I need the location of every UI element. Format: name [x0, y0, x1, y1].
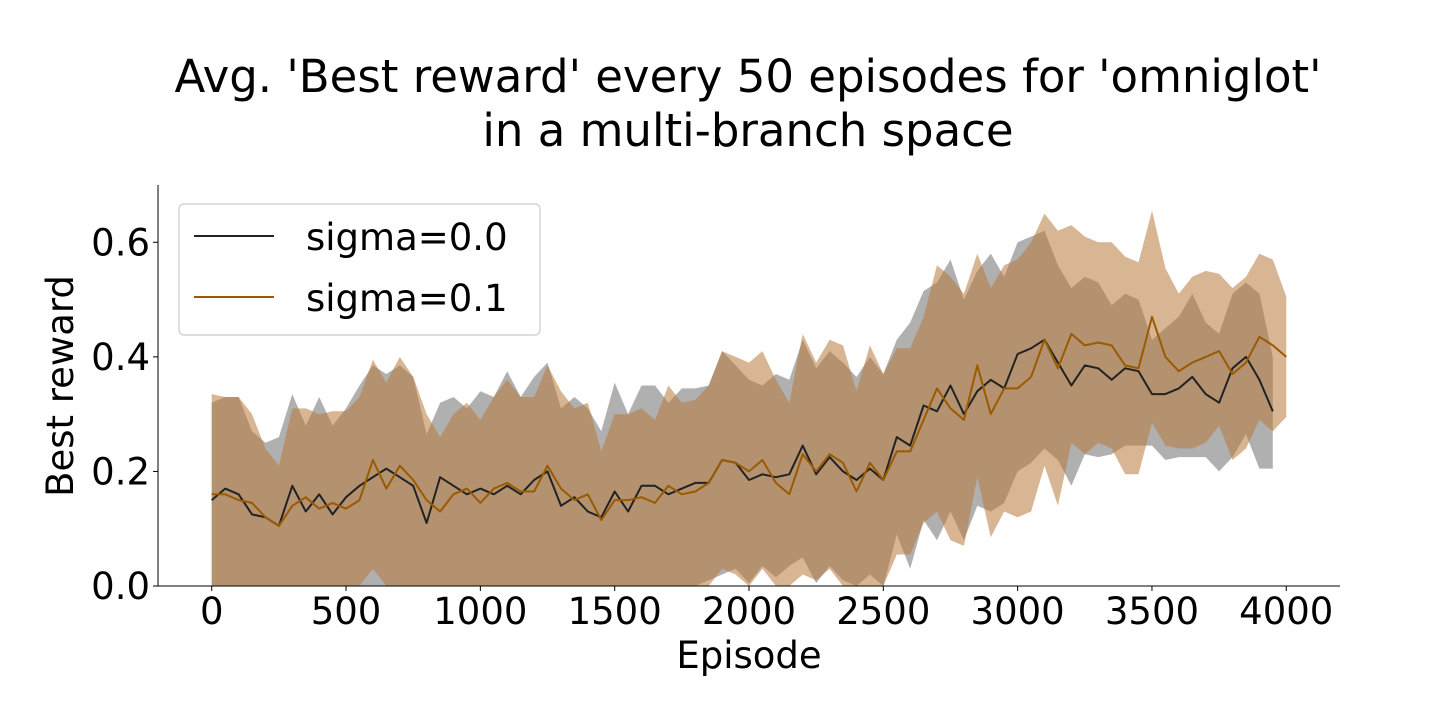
y-tick-label: 0.6: [91, 221, 150, 264]
x-axis-ticks: 0 500 1000 1500 2000 2500 3000 3500 4000: [200, 586, 1333, 633]
confidence-bands: [211, 210, 1287, 587]
chart-title-line-2: in a multi-branch space: [482, 104, 1013, 157]
x-tick-label: 1500: [568, 590, 662, 633]
x-tick-label: 500: [311, 590, 382, 633]
x-tick-label: 3500: [1105, 590, 1199, 633]
legend-label-sigma-0-0: sigma=0.0: [306, 216, 508, 259]
x-tick-label: 2500: [836, 590, 930, 633]
x-tick-label: 4000: [1239, 590, 1333, 633]
y-tick-label: 0.0: [91, 565, 150, 608]
y-axis-ticks: 0.0 0.2 0.4 0.6: [91, 221, 158, 608]
y-axis-label: Best reward: [39, 275, 82, 497]
line-series-0: [211, 338, 1274, 527]
x-tick-label: 3000: [971, 590, 1065, 633]
line-series-1: [211, 315, 1287, 527]
band-series-1: [211, 210, 1287, 587]
y-tick-label: 0.2: [91, 450, 150, 493]
x-axis-label: Episode: [676, 634, 821, 677]
legend-label-sigma-0-1: sigma=0.1: [306, 277, 508, 320]
x-tick-label: 1000: [433, 590, 527, 633]
series-lines: [211, 315, 1287, 527]
x-tick-label: 2000: [702, 590, 796, 633]
legend: sigma=0.0 sigma=0.1: [178, 203, 541, 336]
chart-title-line-1: Avg. 'Best reward' every 50 episodes for…: [174, 50, 1321, 103]
y-tick-label: 0.4: [91, 336, 150, 379]
x-tick-label: 0: [200, 590, 224, 633]
